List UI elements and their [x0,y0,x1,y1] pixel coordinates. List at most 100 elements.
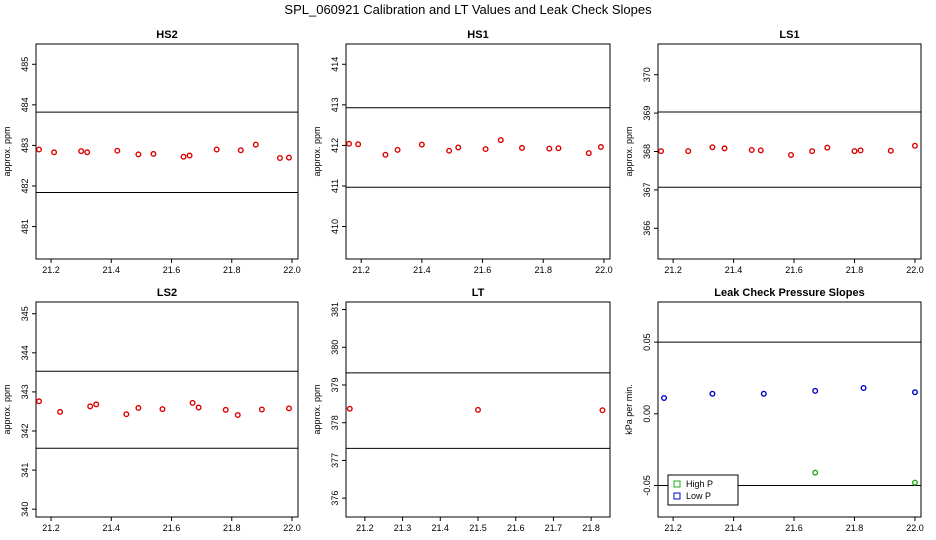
x-tick-label: 21.8 [223,523,241,533]
x-tick-label: 21.2 [42,265,60,275]
data-point [78,148,85,155]
data-point [346,140,353,147]
data-point [84,149,91,156]
legend-entry: Low P [686,491,711,501]
data-point [382,151,389,158]
panel-lt: LT approx. ppm 21.2 21.3 21.4 21.5 21.6 21.7 21.… [312,287,611,533]
x-tick-label: 21.8 [534,265,552,275]
x-tick-label: 21.2 [664,265,682,275]
y-tick-label: 0.00 [642,405,652,423]
data-point [150,150,157,157]
legend-marker [673,492,681,500]
data-point [555,145,562,152]
data-point [123,411,130,418]
y-tick-label: 379 [330,377,340,392]
y-tick-label: 483 [20,138,30,153]
legend-box [667,474,739,506]
y-tick-label: 367 [642,182,652,197]
x-tick-label: 22.0 [906,523,924,533]
data-point [222,406,229,413]
x-tick-label: 22.0 [283,265,301,275]
x-tick-label: 21.8 [846,523,864,533]
x-tick-label: 21.2 [42,523,60,533]
data-point [418,141,425,148]
x-tick-label: 21.4 [413,265,431,275]
data-point [685,148,692,155]
data-point [482,146,489,153]
legend-marker [673,480,681,488]
x-tick-label: 21.4 [103,523,121,533]
y-axis-label: approx. ppm [2,126,12,176]
panel-title: HS2 [156,29,177,41]
x-tick-label: 21.6 [507,523,525,533]
panel-leak-check-pressure-slopes: Leak Check Pressure Slopes kPa per min. 21… [624,287,924,533]
data-point [51,149,58,156]
figure-title: SPL_060921 Calibration and LT Values and… [284,2,652,17]
y-tick-label: 343 [20,384,30,399]
data-point-high-p [911,479,918,486]
panel-title: LS2 [157,287,177,299]
data-point [757,147,764,154]
x-tick-label: 21.2 [664,523,682,533]
data-point-low-p [760,390,767,397]
data-point [446,147,453,154]
x-tick-label: 22.0 [283,523,301,533]
plot-frame [657,301,922,518]
panel-title: LS1 [779,29,799,41]
data-point [285,154,292,161]
data-point [546,145,553,152]
data-point [135,404,142,411]
x-tick-label: 21.4 [103,265,121,275]
data-point [93,401,100,408]
y-tick-label: 481 [20,219,30,234]
panel-title: Leak Check Pressure Slopes [714,287,864,299]
data-point [189,399,196,406]
y-tick-label: 342 [20,423,30,438]
y-axis-label: approx. ppm [312,126,322,176]
data-point [585,150,592,157]
y-tick-label: 368 [642,144,652,159]
data-point [857,147,864,154]
plot-frame [657,43,922,260]
x-tick-label: 21.6 [785,523,803,533]
data-point [36,398,43,405]
data-point [394,146,401,153]
x-tick-label: 21.8 [846,265,864,275]
y-tick-label: 378 [330,415,340,430]
data-point [721,145,728,152]
data-point-low-p [812,387,819,394]
panel-title: HS1 [467,29,488,41]
y-tick-label: 341 [20,463,30,478]
y-tick-label: 412 [330,138,340,153]
panel-hs1: HS1 approx. ppm 21.2 21.4 21.6 21.8 22.0 410 411… [312,29,613,275]
y-axis-label: approx. ppm [312,384,322,434]
panel-ls1: LS1 approx. ppm 21.2 21.4 21.6 21.8 22.0 366 367… [624,29,924,275]
data-point [135,151,142,158]
data-point [213,146,220,153]
plot-frame [345,43,611,260]
data-point [788,151,795,158]
data-point-low-p [860,385,867,392]
y-tick-label: 411 [330,179,340,193]
data-point-low-p [709,390,716,397]
data-point [851,148,858,155]
x-tick-label: 21.8 [582,523,600,533]
data-point [87,403,94,410]
x-tick-label: 21.2 [352,265,370,275]
y-tick-label: 366 [642,221,652,236]
y-tick-label: 414 [330,57,340,72]
y-tick-label: 413 [330,97,340,112]
y-tick-label: 381 [330,302,340,317]
y-tick-label: 377 [330,453,340,468]
x-tick-label: 21.8 [223,265,241,275]
data-point [159,406,166,413]
y-tick-label: 345 [20,306,30,321]
panels: HS2 approx. ppm 21.2 21.4 21.6 21.8 22.0 481 482… [2,29,924,533]
legend: High P Low P [667,474,739,506]
x-tick-label: 21.6 [163,265,181,275]
y-tick-label: 369 [642,106,652,121]
x-tick-label: 21.4 [432,523,450,533]
y-tick-label: 370 [642,67,652,82]
data-point [475,406,482,413]
data-point [234,411,241,418]
